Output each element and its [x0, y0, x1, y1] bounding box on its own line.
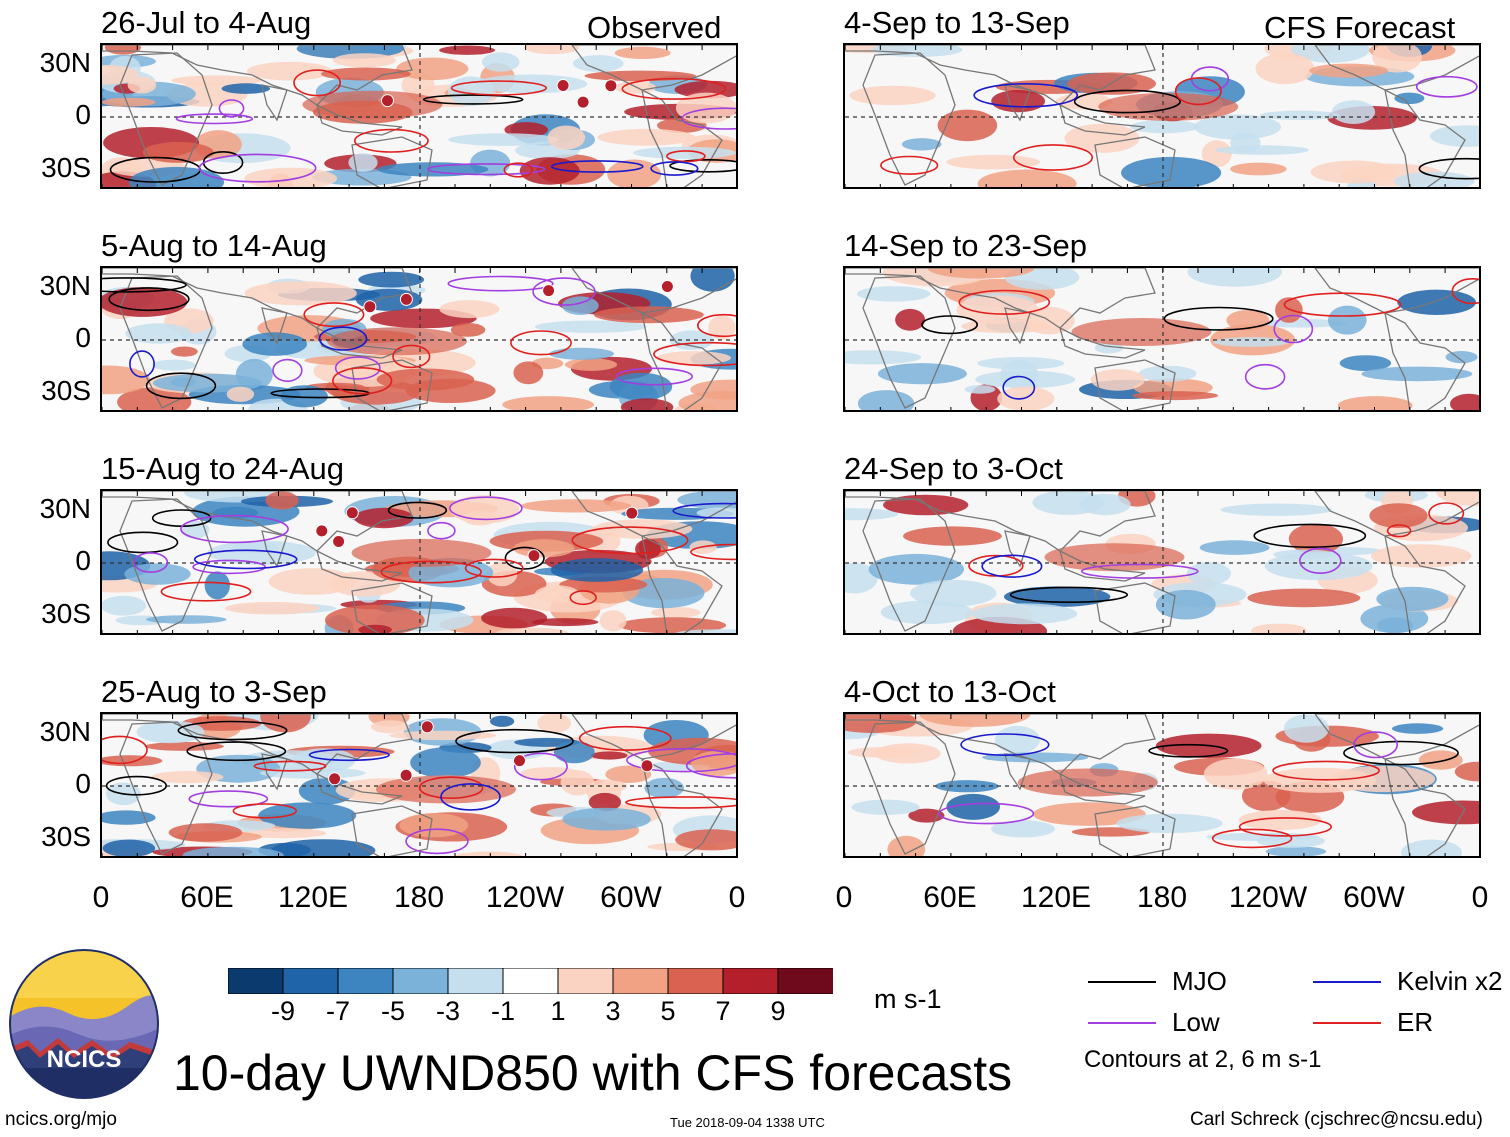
panel-title-fc-2: 14-Sep to 23-Sep	[844, 228, 1088, 263]
lon-label-right-4: 120W	[1228, 881, 1308, 914]
colorbar-swatch-6	[557, 967, 614, 995]
lat-label-obs-2-2: 30S	[41, 375, 91, 406]
colorbar-tick-1: -7	[325, 996, 350, 1026]
legend-label-3: ER	[1397, 1007, 1434, 1037]
map-obs-3	[100, 489, 738, 635]
lat-label-obs-3-1: 0	[75, 545, 91, 576]
lat-label-obs-4-1: 0	[75, 768, 91, 799]
lon-label-left-3: 180	[393, 881, 445, 914]
colorbar-tick-3: -3	[435, 996, 460, 1026]
colorbar-swatch-10	[777, 967, 834, 995]
colorbar-tick-4: -1	[490, 996, 515, 1026]
lon-label-right-1: 60E	[923, 881, 977, 914]
colorbar-swatch-7	[612, 967, 669, 995]
colorbar-tick-0: -9	[270, 996, 295, 1026]
lat-label-obs-1-1: 0	[75, 99, 91, 130]
legend-line-1	[1313, 981, 1381, 983]
lat-label-obs-3-0: 30N	[39, 493, 91, 524]
colorbar-swatch-3	[392, 967, 449, 995]
lat-label-obs-3-2: 30S	[41, 598, 91, 629]
lon-label-left-5: 60W	[600, 881, 662, 914]
panel-title-obs-1: 26-Jul to 4-Aug	[101, 5, 312, 40]
panel-title-obs-3: 15-Aug to 24-Aug	[101, 451, 345, 486]
map-obs-2	[100, 266, 738, 412]
figure-title: 10-day UWND850 with CFS forecasts	[173, 1045, 1013, 1101]
colorbar-units: m s-1	[874, 984, 942, 1014]
colorbar-tick-8: 7	[715, 996, 731, 1026]
ncics-logo: NCICS	[8, 948, 160, 1100]
legend-label-2: Low	[1172, 1007, 1220, 1037]
forecast-column-label: CFS Forecast	[1264, 10, 1456, 45]
map-obs-4	[100, 712, 738, 858]
observed-column-label: Observed	[587, 10, 722, 45]
lon-label-right-3: 180	[1136, 881, 1188, 914]
lon-label-left-6: 0	[728, 881, 746, 914]
lon-label-right-2: 120E	[1020, 881, 1092, 914]
panel-title-obs-2: 5-Aug to 14-Aug	[101, 228, 327, 263]
panel-title-fc-4: 4-Oct to 13-Oct	[844, 674, 1056, 709]
legend-label-1: Kelvin x2	[1397, 966, 1503, 996]
lon-label-left-0: 0	[92, 881, 110, 914]
lon-label-left-2: 120E	[277, 881, 349, 914]
lat-label-obs-1-2: 30S	[41, 152, 91, 183]
map-fc-2	[843, 266, 1481, 412]
map-obs-1	[100, 43, 738, 189]
colorbar-swatch-9	[722, 967, 779, 995]
map-fc-1	[843, 43, 1481, 189]
timestamp: Tue 2018-09-04 1338 UTC	[670, 1115, 825, 1130]
lat-label-obs-4-0: 30N	[39, 716, 91, 747]
author-credit: Carl Schreck (cjschrec@ncsu.edu)	[1190, 1109, 1483, 1130]
panel-title-fc-3: 24-Sep to 3-Oct	[844, 451, 1063, 486]
colorbar-tick-6: 3	[605, 996, 621, 1026]
logo-text: NCICS	[47, 1046, 122, 1073]
colorbar-swatch-5	[502, 967, 559, 995]
legend-line-0	[1088, 981, 1156, 983]
legend-note: Contours at 2, 6 m s-1	[1084, 1046, 1322, 1073]
panel-title-fc-1: 4-Sep to 13-Sep	[844, 5, 1070, 40]
colorbar-swatch-8	[667, 967, 724, 995]
lon-label-right-5: 60W	[1343, 881, 1405, 914]
legend-line-3	[1313, 1022, 1381, 1024]
colorbar-tick-9: 9	[770, 996, 786, 1026]
colorbar-swatch-0	[227, 967, 284, 995]
colorbar-swatch-1	[282, 967, 339, 995]
colorbar-tick-7: 5	[660, 996, 676, 1026]
lat-label-obs-4-2: 30S	[41, 821, 91, 852]
map-fc-4	[843, 712, 1481, 858]
colorbar-tick-5: 1	[550, 996, 566, 1026]
colorbar-swatch-4	[447, 967, 504, 995]
lon-label-left-4: 120W	[485, 881, 565, 914]
colorbar-tick-2: -5	[380, 996, 405, 1026]
map-fc-3	[843, 489, 1481, 635]
lat-label-obs-2-1: 0	[75, 322, 91, 353]
colorbar	[227, 967, 834, 995]
panel-title-obs-4: 25-Aug to 3-Sep	[101, 674, 327, 709]
legend-line-2	[1088, 1022, 1156, 1024]
colorbar-swatch-2	[337, 967, 394, 995]
lat-label-obs-1-0: 30N	[39, 47, 91, 78]
legend-label-0: MJO	[1172, 966, 1227, 996]
lat-label-obs-2-0: 30N	[39, 270, 91, 301]
site-url[interactable]: ncics.org/mjo	[5, 1109, 117, 1130]
lon-label-right-6: 0	[1471, 881, 1489, 914]
lon-label-right-0: 0	[835, 881, 853, 914]
lon-label-left-1: 60E	[180, 881, 234, 914]
